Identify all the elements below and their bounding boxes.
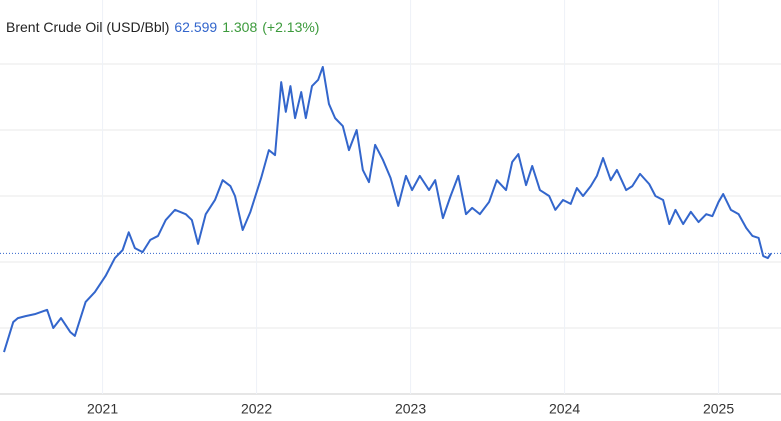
x-tick-label: 2024 (549, 401, 580, 417)
title: Brent Crude Oil (USD/Bbl) (6, 19, 170, 35)
x-tick-label: 2025 (703, 401, 734, 417)
header: Brent Crude Oil (USD/Bbl) 62.599 1.308 (+2.… (6, 19, 324, 35)
price-line (3, 65, 772, 353)
x-tick-label: 2021 (87, 401, 118, 417)
x-tick-label: 2023 (395, 401, 426, 417)
x-tick-label: 2022 (241, 401, 272, 417)
change: 1.308 (222, 19, 258, 35)
price: 62.599 (174, 19, 218, 35)
change-percent: (+2.13%) (262, 19, 320, 35)
